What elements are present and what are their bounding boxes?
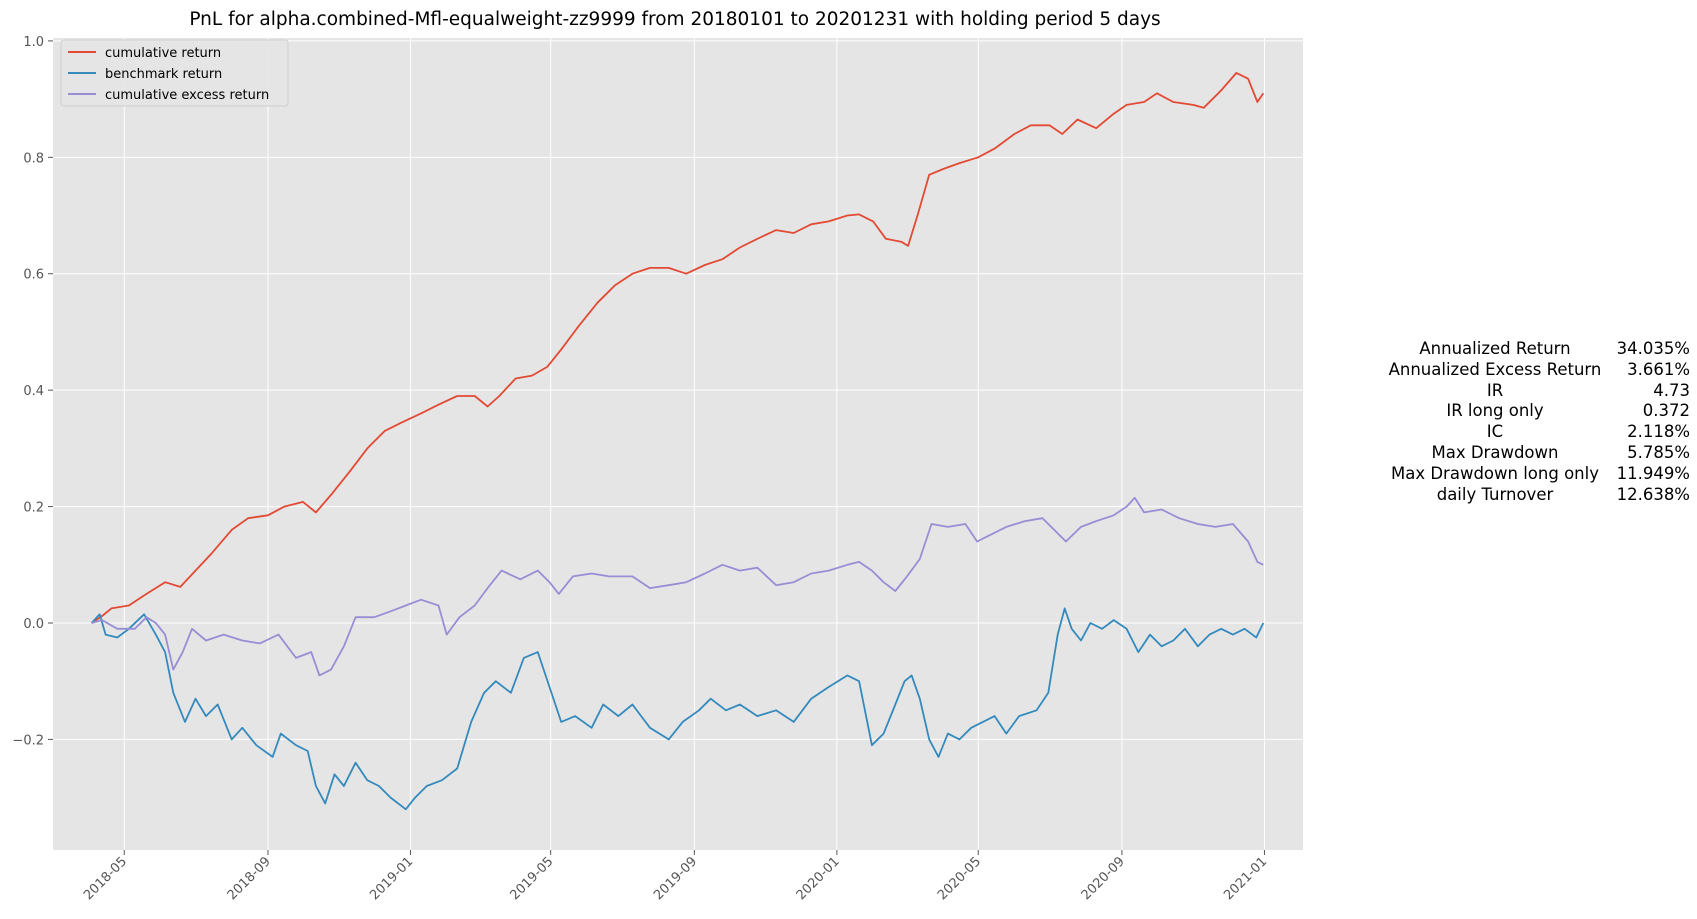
x-axis-ticks: 2018-05 2018-09 2019-01 2019-05 2019-09 2020-… bbox=[81, 850, 1270, 903]
y-tick-label: 0.2 bbox=[23, 501, 44, 516]
legend-box bbox=[60, 39, 289, 107]
x-tick-label: 2020-01 bbox=[794, 854, 843, 903]
legend: cumulative return benchmark return cumulat… bbox=[60, 39, 289, 107]
stat-label: IR long only bbox=[1446, 401, 1544, 421]
stat-row: IC 2.118% bbox=[1370, 422, 1690, 443]
y-tick-label: 0.0 bbox=[23, 617, 44, 632]
x-tick-label: 2020-05 bbox=[935, 854, 984, 903]
stat-label: IC bbox=[1486, 422, 1504, 442]
x-tick-label: 2019-05 bbox=[507, 854, 556, 903]
stat-label: Max Drawdown bbox=[1431, 442, 1559, 462]
stat-label: Annualized Excess Return bbox=[1388, 359, 1602, 379]
stat-row: IR long only 0.372 bbox=[1370, 401, 1690, 422]
series-line-1 bbox=[91, 72, 1265, 624]
stat-row: Annualized Excess Return 3.661% bbox=[1370, 360, 1690, 381]
legend-label: cumulative return bbox=[105, 46, 221, 61]
x-tick-label: 2021-01 bbox=[1221, 854, 1270, 903]
y-tick-label: 0.8 bbox=[23, 151, 44, 166]
stat-value: 5.785% bbox=[1627, 442, 1690, 462]
stat-label: Annualized Return bbox=[1419, 339, 1571, 358]
stat-value: 12.638% bbox=[1616, 484, 1690, 504]
x-tick-label: 2018-05 bbox=[81, 854, 130, 903]
stat-value: 0.372 bbox=[1642, 401, 1690, 421]
legend-label: benchmark return bbox=[105, 67, 222, 82]
stat-label: Max Drawdown long only bbox=[1391, 463, 1599, 483]
stat-row: Max Drawdown 5.785% bbox=[1370, 442, 1691, 464]
x-tick-label: 2018-09 bbox=[225, 854, 274, 903]
y-tick-label: 0.6 bbox=[23, 268, 44, 283]
plot-area bbox=[53, 38, 1303, 850]
x-tick-label: 2020-09 bbox=[1079, 854, 1128, 903]
stat-label: daily Turnover bbox=[1436, 484, 1554, 504]
stats-table: Annualized Return 34.035% Annualized Exc… bbox=[1370, 339, 1690, 505]
stat-row: Max Drawdown long only 11.949% bbox=[1370, 464, 1690, 485]
y-axis-ticks: 1.0 0.8 0.6 0.4 0.2 0.0 −0.2 bbox=[12, 35, 53, 748]
y-tick-label: 0.4 bbox=[23, 384, 44, 399]
stat-value: 11.949% bbox=[1616, 463, 1690, 483]
stat-value: 4.73 bbox=[1653, 380, 1690, 400]
stat-label: IR bbox=[1486, 380, 1504, 400]
y-tick-label: 1.0 bbox=[23, 35, 44, 50]
series-line-3 bbox=[91, 496, 1264, 677]
stat-value: 2.118% bbox=[1627, 422, 1690, 442]
series-lines bbox=[90, 72, 1265, 811]
stat-value: 34.035% bbox=[1616, 339, 1690, 358]
stat-row: Annualized Return 34.035% bbox=[1370, 339, 1690, 360]
legend-label: cumulative excess return bbox=[105, 88, 269, 103]
x-tick-label: 2019-01 bbox=[367, 854, 416, 903]
stat-value: 3.661% bbox=[1627, 359, 1690, 379]
grid-lines bbox=[53, 38, 1303, 850]
stat-row: daily Turnover 12.638% bbox=[1370, 485, 1690, 506]
series-line-2 bbox=[90, 607, 1265, 811]
y-tick-label: −0.2 bbox=[12, 733, 44, 748]
stat-row: IR 4.73 bbox=[1370, 381, 1690, 402]
x-tick-label: 2019-09 bbox=[651, 854, 700, 903]
chart-title: PnL for alpha.combined-Mfl-equalweight-z… bbox=[189, 9, 1160, 30]
